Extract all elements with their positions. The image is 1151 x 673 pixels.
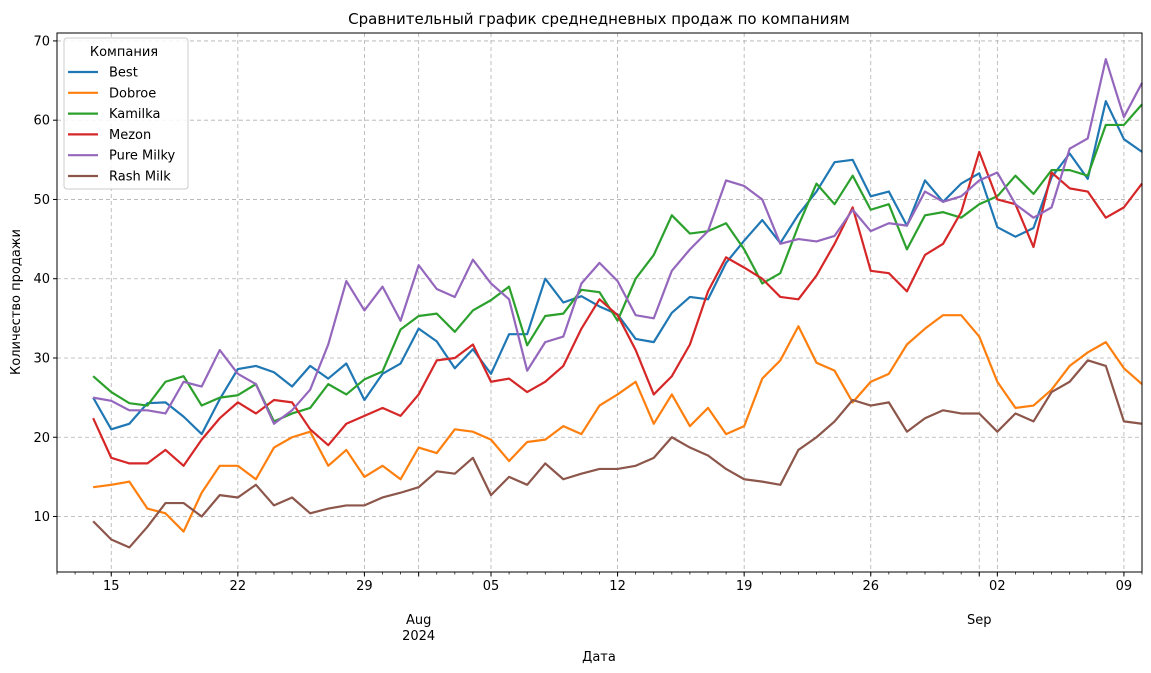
series-line-kamilka — [92, 103, 1143, 423]
x-tick-label: 05 — [483, 579, 500, 594]
y-tick-label: 60 — [33, 114, 50, 129]
y-tick-label: 20 — [33, 431, 50, 446]
x-tick-label: 22 — [230, 579, 247, 594]
x-tick-year-label: 2024 — [402, 629, 435, 644]
x-tick-label: 15 — [103, 579, 120, 594]
y-axis-label: Количество продажи — [9, 229, 24, 375]
x-axis-label: Дата — [582, 650, 616, 665]
y-tick-label: 10 — [33, 510, 50, 525]
x-tick-label: 02 — [989, 579, 1006, 594]
chart-title: Сравнительный график среднедневных прода… — [348, 10, 850, 28]
legend-title: Компания — [90, 45, 158, 60]
series-line-rash-milk — [92, 359, 1143, 549]
legend-items: Best Dobroe Kamilka Mezon Pure Milky Rash Mil… — [68, 66, 176, 185]
series-line-pure-milky — [92, 58, 1143, 425]
y-tick-label: 40 — [33, 272, 50, 287]
y-axis: 10 20 30 40 50 60 70 — [33, 34, 57, 525]
series-line-dobroe — [93, 314, 1143, 533]
legend-label-rash-milk: Rash Milk — [109, 170, 171, 185]
x-tick-label: 29 — [356, 579, 373, 594]
y-tick-label: 70 — [33, 34, 50, 49]
legend-label-best: Best — [109, 66, 138, 81]
x-tick-label: Aug — [406, 613, 431, 628]
y-tick-label: 30 — [33, 351, 50, 366]
legend-label-pure-milky: Pure Milky — [109, 149, 176, 164]
x-tick-label: 19 — [736, 579, 753, 594]
y-tick-label: 50 — [33, 193, 50, 208]
x-tick-label: Sep — [967, 613, 992, 628]
x-tick-label: 09 — [1116, 579, 1133, 594]
x-tick-label: 26 — [862, 579, 879, 594]
legend-label-mezon: Mezon — [109, 128, 151, 143]
x-tick-label: 12 — [609, 579, 626, 594]
legend: Компания Best Dobroe Kamilka Mezon Pure Milk… — [63, 37, 189, 190]
plot-lines — [92, 58, 1143, 549]
grid — [57, 33, 1142, 572]
legend-label-kamilka: Kamilka — [109, 107, 160, 122]
legend-box — [63, 37, 189, 190]
legend-label-dobroe: Dobroe — [109, 86, 156, 101]
